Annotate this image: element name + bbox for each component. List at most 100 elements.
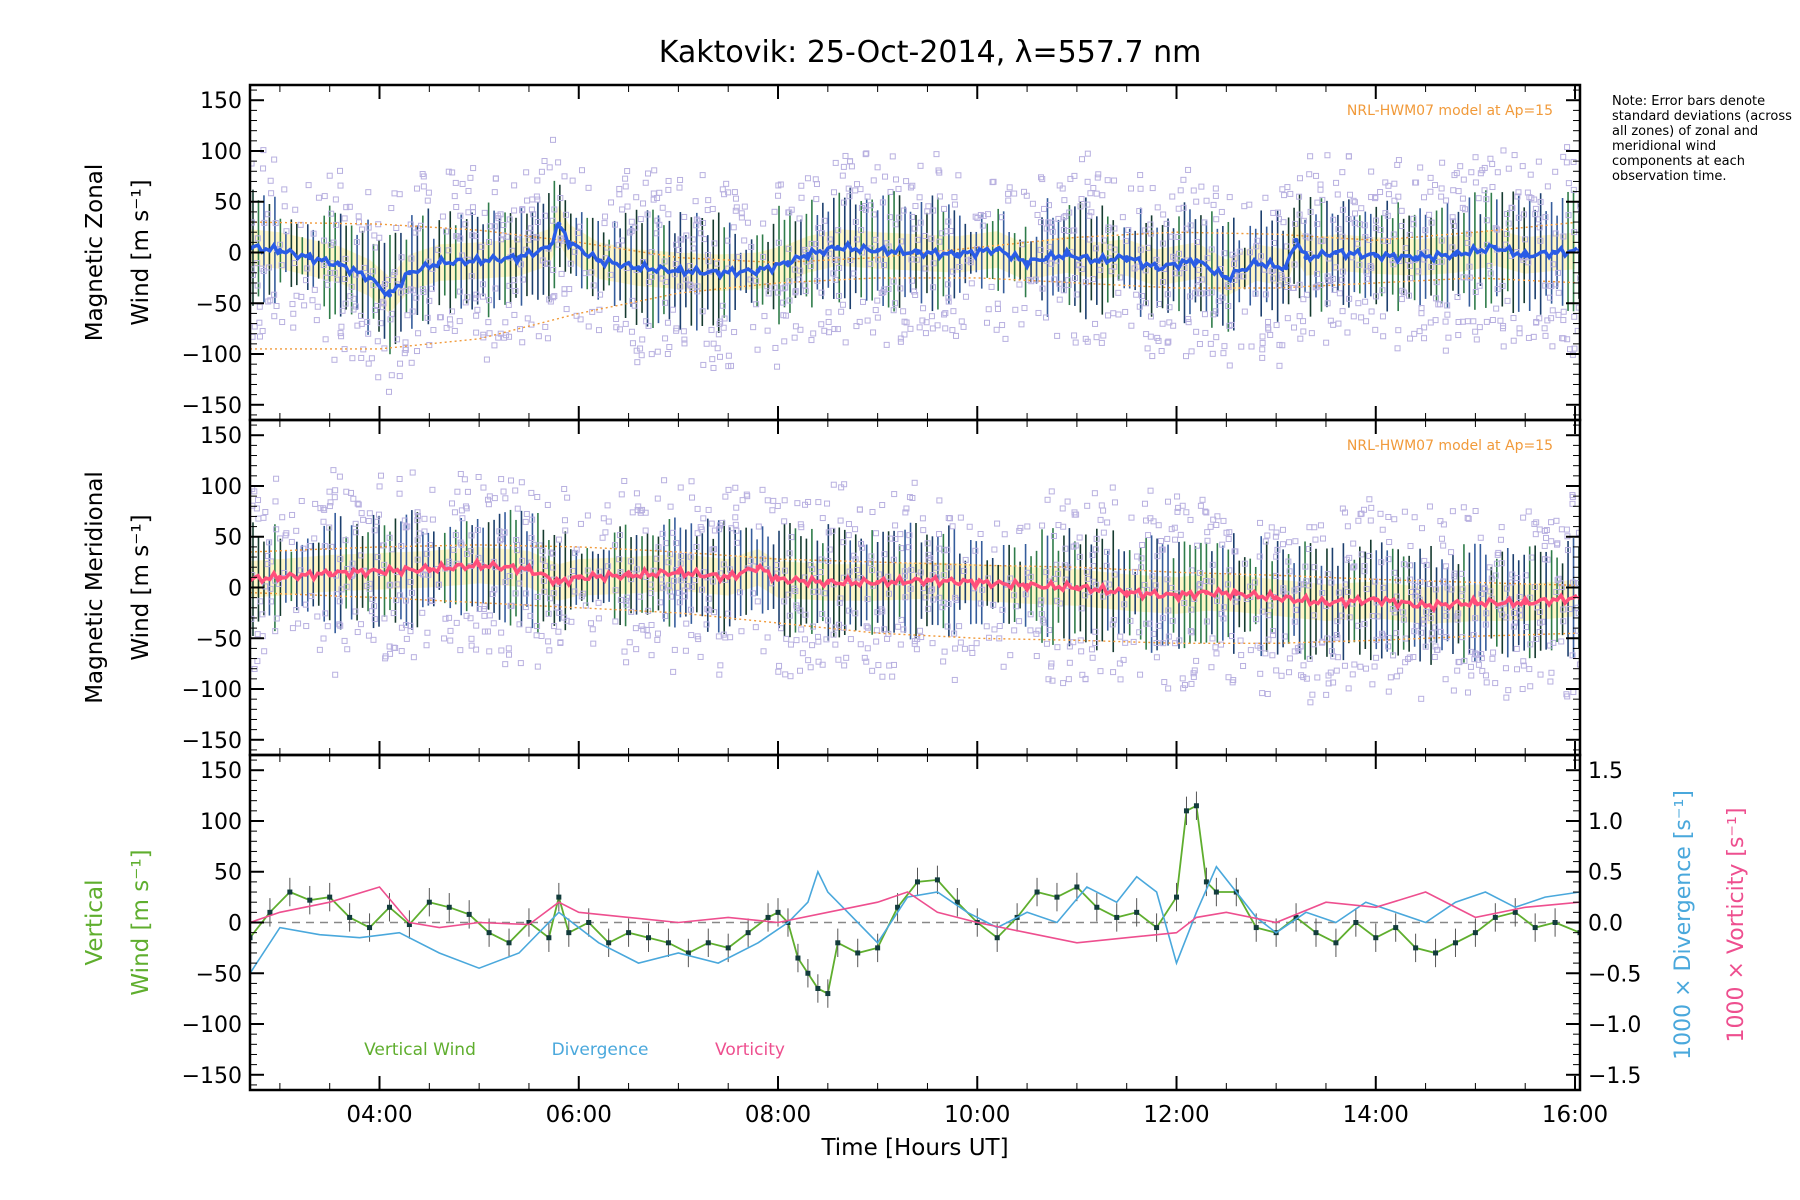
zone-point bbox=[1442, 347, 1449, 354]
zone-point bbox=[886, 214, 893, 221]
zone-point bbox=[542, 562, 549, 569]
zone-point bbox=[525, 626, 532, 633]
zone-point bbox=[1319, 590, 1326, 597]
zone-point bbox=[359, 226, 366, 233]
zone-point bbox=[1105, 224, 1112, 231]
zone-point bbox=[907, 184, 914, 191]
zone-point bbox=[1355, 517, 1362, 524]
zone-point bbox=[864, 193, 871, 200]
zone-point bbox=[810, 330, 817, 337]
zone-point bbox=[1513, 666, 1520, 673]
zone-point bbox=[1156, 300, 1163, 307]
zone-point bbox=[819, 610, 826, 617]
y-tick-label: −100 bbox=[182, 678, 242, 703]
zone-point bbox=[1448, 549, 1455, 556]
zone-point bbox=[733, 539, 740, 546]
zone-point bbox=[534, 494, 541, 501]
zone-point bbox=[1144, 244, 1151, 251]
zone-point bbox=[1273, 553, 1280, 560]
zone-point bbox=[279, 319, 286, 326]
meridional-point bbox=[576, 574, 582, 580]
zone-point bbox=[484, 496, 491, 503]
zone-point bbox=[648, 273, 655, 280]
zone-point bbox=[502, 319, 509, 326]
zone-point bbox=[640, 626, 647, 633]
zone-point bbox=[1164, 535, 1171, 542]
zone-point bbox=[839, 301, 846, 308]
zone-point bbox=[917, 219, 924, 226]
zone-point bbox=[1213, 334, 1220, 341]
zone-point bbox=[1458, 570, 1465, 577]
zone-point bbox=[689, 236, 696, 243]
zone-point bbox=[1090, 184, 1097, 191]
zone-point bbox=[1547, 678, 1554, 685]
zone-point bbox=[858, 227, 865, 234]
zone-point bbox=[1093, 535, 1100, 542]
zone-point bbox=[1472, 179, 1479, 186]
zone-point bbox=[1286, 568, 1293, 575]
model-curve bbox=[250, 591, 1576, 644]
zone-point bbox=[1394, 345, 1401, 352]
zone-point bbox=[1187, 516, 1194, 523]
zone-point bbox=[1438, 258, 1445, 265]
zone-point bbox=[909, 277, 916, 284]
zone-point bbox=[1111, 263, 1118, 270]
zone-point bbox=[846, 568, 853, 575]
zone-point bbox=[922, 232, 929, 239]
zone-point bbox=[514, 236, 521, 243]
zone-point bbox=[368, 608, 375, 615]
zone-point bbox=[650, 196, 657, 203]
vertical-point bbox=[1452, 940, 1458, 946]
vertical-point bbox=[934, 877, 940, 883]
zone-point bbox=[458, 541, 465, 548]
vertical-point bbox=[1472, 930, 1478, 936]
zone-point bbox=[1363, 268, 1370, 275]
zone-point bbox=[1516, 325, 1523, 332]
zone-point bbox=[462, 221, 469, 228]
zone-point bbox=[1027, 573, 1034, 580]
zone-point bbox=[638, 352, 645, 359]
zone-point bbox=[409, 308, 416, 315]
zone-point bbox=[1503, 230, 1510, 237]
zone-point bbox=[990, 178, 997, 185]
zone-point bbox=[817, 569, 824, 576]
zone-point bbox=[854, 567, 861, 574]
zone-point bbox=[896, 214, 903, 221]
zone-point bbox=[1332, 264, 1339, 271]
zone-point bbox=[1264, 690, 1271, 697]
zone-point bbox=[254, 260, 261, 267]
zone-point bbox=[533, 193, 540, 200]
zone-point bbox=[485, 319, 492, 326]
zone-point bbox=[321, 237, 328, 244]
zone-point bbox=[1117, 676, 1124, 683]
zone-point bbox=[973, 640, 980, 647]
zone-point bbox=[688, 478, 695, 485]
zone-point bbox=[1494, 226, 1501, 233]
zone-point bbox=[1208, 246, 1215, 253]
zone-point bbox=[1339, 308, 1346, 315]
zone-point bbox=[732, 195, 739, 202]
zone-point bbox=[1468, 672, 1475, 679]
zone-point bbox=[1330, 216, 1337, 223]
zone-point bbox=[1048, 663, 1055, 670]
zone-point bbox=[1201, 219, 1208, 226]
zone-point bbox=[1193, 657, 1200, 664]
zone-point bbox=[666, 582, 673, 589]
zone-point bbox=[483, 356, 490, 363]
zone-point bbox=[1169, 617, 1176, 624]
zone-point bbox=[517, 326, 524, 333]
zone-point bbox=[1106, 581, 1113, 588]
zone-point bbox=[352, 529, 359, 536]
zone-point bbox=[447, 637, 454, 644]
zone-point bbox=[1246, 201, 1253, 208]
zone-point bbox=[273, 303, 280, 310]
zone-point bbox=[502, 661, 509, 668]
zone-point bbox=[640, 200, 647, 207]
vertical-point bbox=[1552, 920, 1558, 925]
zone-point bbox=[1397, 667, 1404, 674]
zone-point bbox=[423, 642, 430, 649]
zone-point bbox=[840, 163, 847, 170]
zone-point bbox=[1317, 186, 1324, 193]
meridional-point bbox=[526, 566, 532, 572]
zone-point bbox=[1103, 562, 1110, 569]
